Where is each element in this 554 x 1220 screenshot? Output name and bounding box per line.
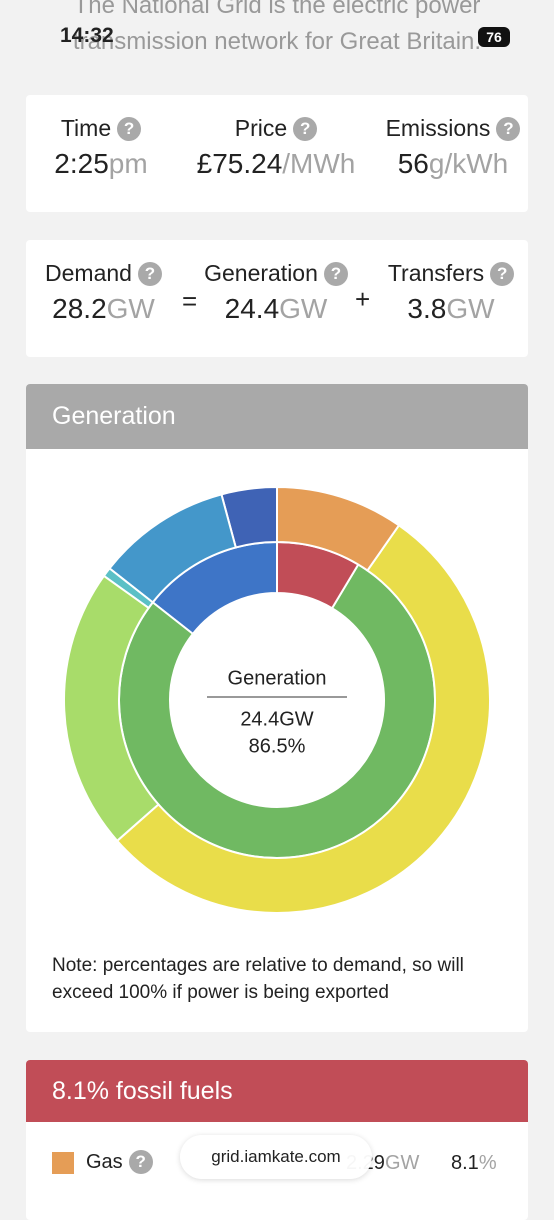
balance-card: Demand? 28.2GW = Generation? 24.4GW + Tr… [26, 240, 528, 357]
center-value: 24.4GW [240, 708, 313, 730]
label: Time [60, 115, 112, 141]
swatch [52, 1152, 74, 1174]
label: Emissions [385, 115, 491, 141]
generation-panel: Generation Generation 24.4GW 86.5% Note:… [26, 384, 528, 1032]
unit: /MWh [282, 148, 356, 179]
unit: GW [279, 293, 328, 324]
clock: 14:32 [60, 24, 114, 47]
row-name: Gas [86, 1150, 123, 1173]
help[interactable]: ? [128, 1150, 153, 1174]
label: Demand [45, 260, 132, 286]
help[interactable]: ? [117, 116, 142, 141]
intro-line: transmission network for Great Britain. [72, 28, 482, 55]
help[interactable]: ? [323, 261, 348, 286]
unit: pm [108, 148, 148, 179]
outer-segment[interactable] [63, 574, 160, 843]
unit: g/kWh [428, 148, 509, 179]
transfers: Transfers? 3.8GW [376, 260, 526, 325]
emissions: Emissions? 56g/kWh [378, 115, 528, 180]
unit: GW [384, 1152, 420, 1174]
price: Price? £75.24/MWh [176, 115, 376, 180]
outer-segment[interactable] [115, 523, 491, 914]
summary-card: Time? 2:25pm Price? £75.24/MWh Emissions… [26, 95, 528, 212]
value: 56 [397, 148, 429, 179]
panel-title: 8.1% fossil fuels [26, 1060, 528, 1122]
help[interactable]: ? [137, 261, 162, 286]
generation: Generation? 24.4GW [196, 260, 356, 325]
row-percent: 8.1 [451, 1152, 479, 1174]
outer-segment[interactable] [276, 485, 401, 572]
outer-segment[interactable] [108, 493, 238, 604]
equals: = [182, 286, 198, 316]
value: 3.8 [407, 293, 447, 324]
intro: The National Grid is the electric power … [0, 0, 554, 60]
label: Price [234, 115, 288, 141]
panel-title: Generation [26, 384, 528, 449]
value: 2:25 [54, 148, 109, 179]
center-title: Generation [228, 667, 327, 689]
battery: 76 [478, 27, 510, 47]
note: Note: percentages are relative to demand… [52, 955, 464, 1003]
value: 28.2 [52, 293, 107, 324]
label: Transfers [387, 260, 485, 286]
help[interactable]: ? [490, 261, 515, 286]
label: Generation [204, 260, 318, 286]
help[interactable]: ? [293, 116, 318, 141]
unit: GW [106, 293, 155, 324]
demand: Demand? 28.2GW [26, 260, 181, 325]
time: Time? 2:25pm [26, 115, 176, 180]
url-bar[interactable]: grid.iamkate.com [180, 1135, 372, 1179]
help[interactable]: ? [496, 116, 521, 141]
value: £75.24 [196, 148, 283, 179]
plus: + [355, 284, 371, 314]
donut-chart: Generation 24.4GW 86.5% [63, 485, 491, 914]
unit: % [478, 1152, 497, 1174]
intro-line: The National Grid is the electric power [73, 0, 481, 19]
unit: GW [446, 293, 495, 324]
center-percent: 86.5% [249, 735, 306, 757]
value: 24.4 [224, 293, 280, 324]
